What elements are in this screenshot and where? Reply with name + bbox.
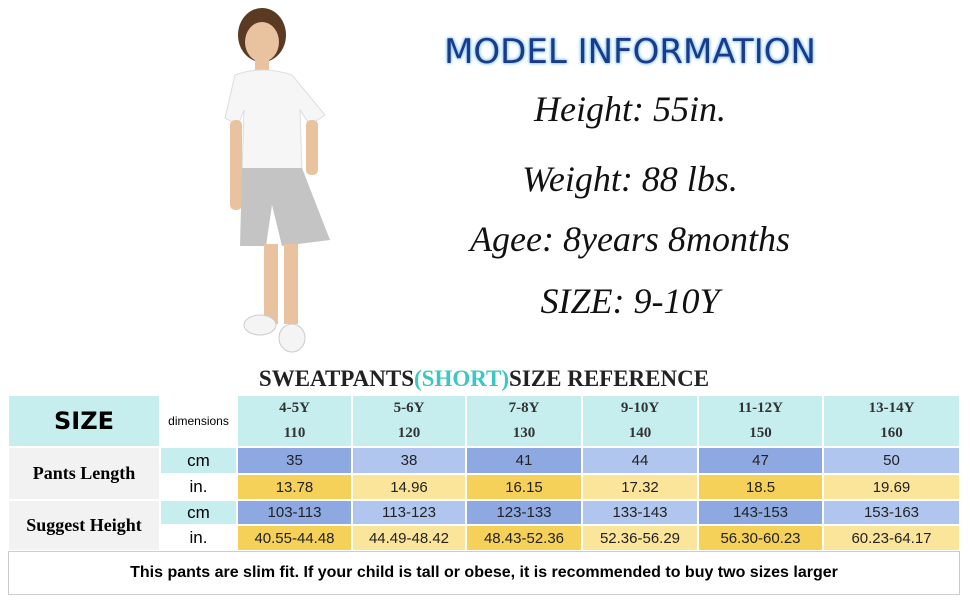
- table-cell: 48.43-52.36: [466, 525, 582, 551]
- model-line: Agee: 8years 8months: [470, 219, 790, 259]
- table-cell: 41: [466, 447, 582, 474]
- table-cell: 18.5: [698, 474, 823, 500]
- table-cell: 38: [352, 447, 466, 474]
- size-text: 120: [397, 425, 421, 441]
- title-part: (SHORT): [414, 365, 510, 391]
- size-text: 9-10Y: [620, 400, 660, 416]
- size-header: SIZE: [8, 395, 160, 447]
- table-cell: 50: [823, 447, 960, 474]
- size-text: 11-12Y: [738, 400, 783, 416]
- group-label: Suggest Height: [8, 500, 160, 551]
- size-col: 11-12Y 150: [698, 395, 823, 447]
- size-text: 5-6Y: [393, 400, 425, 416]
- table-cell: 16.15: [466, 474, 582, 500]
- group-label: Pants Length: [8, 447, 160, 500]
- table-cell: 113-123: [352, 500, 466, 525]
- table-cell: 19.69: [823, 474, 960, 500]
- size-col: 4-5Y 110: [237, 395, 352, 447]
- dimensions-header: dimensions: [160, 395, 237, 447]
- size-col: 9-10Y 140: [582, 395, 698, 447]
- unit-label: in.: [160, 474, 237, 500]
- table-cell: 13.78: [237, 474, 352, 500]
- table-cell: 123-133: [466, 500, 582, 525]
- table-cell: 44.49-48.42: [352, 525, 466, 551]
- size-text: 4-5Y: [279, 400, 310, 416]
- table-cell: 17.32: [582, 474, 698, 500]
- size-text: 130: [512, 425, 536, 441]
- table-cell: 60.23-64.17: [823, 525, 960, 551]
- table-title: SWEATPANTS (SHORT) SIZE REFERENCE: [8, 362, 960, 395]
- footnote: This pants are slim fit. If your child i…: [8, 551, 960, 595]
- size-text: 160: [880, 425, 903, 441]
- unit-label: cm: [160, 500, 237, 525]
- table-cell: 52.36-56.29: [582, 525, 698, 551]
- model-line: Height: 55in.: [534, 89, 726, 129]
- model-photo: [224, 8, 330, 353]
- size-col: 7-8Y 130: [466, 395, 582, 447]
- table-cell: 35: [237, 447, 352, 474]
- size-text: 13-14Y: [868, 400, 915, 416]
- table-cell: 143-153: [698, 500, 823, 525]
- size-text: 140: [628, 425, 652, 441]
- table-cell: 14.96: [352, 474, 466, 500]
- table-cell: 40.55-44.48: [237, 525, 352, 551]
- title-part: SIZE REFERENCE: [509, 365, 710, 391]
- size-text: 110: [283, 425, 306, 441]
- model-line: SIZE: 9-10Y: [540, 281, 720, 321]
- model-title: MODEL INFORMATION: [444, 32, 816, 72]
- size-text: 150: [749, 425, 772, 441]
- title-part: SWEATPANTS: [258, 365, 414, 391]
- size-col: 13-14Y 160: [823, 395, 960, 447]
- table-cell: 44: [582, 447, 698, 474]
- table-cell: 56.30-60.23: [698, 525, 823, 551]
- unit-label: cm: [160, 447, 237, 474]
- table-cell: 133-143: [582, 500, 698, 525]
- size-col: 5-6Y 120: [352, 395, 466, 447]
- table-cell: 153-163: [823, 500, 960, 525]
- model-line: Weight: 88 lbs.: [522, 159, 738, 199]
- table-cell: 103-113: [237, 500, 352, 525]
- size-text: 7-8Y: [508, 400, 540, 416]
- table-cell: 47: [698, 447, 823, 474]
- unit-label: in.: [160, 525, 237, 551]
